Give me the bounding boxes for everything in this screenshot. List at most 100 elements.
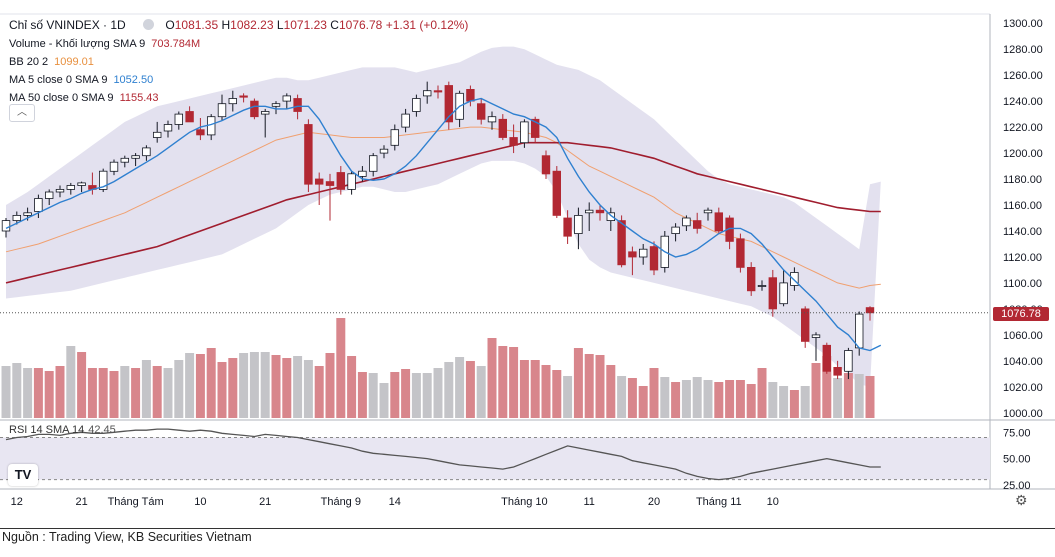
volume-bar — [584, 354, 594, 418]
candle-body — [152, 131, 162, 138]
close-value: 1076.78 — [338, 18, 383, 32]
candle-body — [347, 173, 356, 190]
legend-ma5[interactable]: MA 5 close 0 SMA 9 1052.50 — [9, 74, 153, 86]
volume-bar — [109, 371, 119, 418]
volume-bar — [455, 357, 465, 418]
volume-bar — [163, 368, 173, 418]
high-value: 1082.23 — [230, 18, 274, 32]
volume-bar — [509, 347, 519, 418]
candle-body — [757, 285, 767, 287]
volume-bar — [465, 361, 475, 418]
candle-body — [487, 116, 497, 123]
volume-bar — [141, 360, 151, 418]
legend-bb[interactable]: BB 20 2 1099.01 — [9, 56, 94, 68]
rsi-band-fill — [0, 437, 990, 480]
candle-body — [293, 98, 302, 112]
volume-bar — [379, 383, 389, 418]
volume-bar — [66, 346, 76, 418]
candle-body — [433, 90, 443, 93]
volume-bar — [55, 366, 65, 418]
candle-body — [520, 121, 529, 144]
volume-bar — [822, 356, 832, 418]
candle-body — [509, 137, 518, 146]
legend-rsi[interactable]: RSI 14 SMA 14 42.45 — [9, 424, 116, 436]
close-label: C — [330, 18, 339, 32]
chart-canvas[interactable]: 1000.001020.001040.001060.001080.001100.… — [0, 0, 1055, 530]
volume-bar — [649, 368, 659, 418]
tradingview-logo-icon[interactable]: TV — [8, 464, 38, 486]
candle-body — [444, 85, 453, 123]
volume-bar — [12, 363, 22, 418]
rsi-tick-label: 25.00 — [1003, 480, 1031, 492]
candle-body — [174, 113, 183, 125]
candle-body — [747, 266, 756, 292]
volume-bar — [217, 362, 227, 418]
volume-bar — [411, 373, 421, 418]
ma5-line — [5, 97, 882, 352]
candle-body — [196, 129, 205, 136]
time-tick-label: 14 — [389, 496, 401, 508]
volume-bar — [390, 372, 400, 418]
volume-bar — [487, 338, 497, 418]
volume-bar — [131, 368, 141, 418]
bollinger-band-fill — [6, 46, 881, 387]
price-tick-label: 1200.00 — [1003, 148, 1043, 160]
volume-bar — [314, 366, 324, 418]
candle-body — [768, 277, 777, 310]
time-tick-label: 11 — [583, 496, 594, 508]
candle-body — [131, 155, 140, 159]
volume-bar — [703, 380, 713, 418]
price-tick-label: 1040.00 — [1003, 356, 1043, 368]
candle-body — [1, 220, 11, 232]
legend-volume[interactable]: Volume - Khối lượng SMA 9 703.784M — [9, 38, 200, 50]
volume-bar — [1, 366, 11, 418]
legend-ma5-label: MA 5 close 0 SMA 9 — [9, 74, 108, 86]
price-tick-label: 1240.00 — [1003, 96, 1043, 108]
legend-ma5-value: 1052.50 — [113, 74, 154, 86]
time-tick-label: 10 — [194, 496, 206, 508]
volume-bar — [206, 348, 216, 418]
candle-body — [790, 272, 799, 286]
volume-bar — [854, 374, 864, 418]
candle-body — [649, 246, 659, 271]
volume-bar — [865, 376, 875, 418]
candle-body — [120, 157, 129, 163]
gear-icon[interactable]: ⚙ — [1015, 492, 1028, 508]
open-label: O — [165, 18, 175, 32]
volume-bar — [325, 353, 335, 418]
legend-rsi-label: RSI 14 SMA 14 — [9, 424, 85, 436]
legend-ma50-value: 1155.43 — [119, 92, 159, 104]
price-tick-label: 1140.00 — [1003, 226, 1042, 238]
volume-bar — [725, 380, 735, 418]
status-dot-icon — [143, 19, 155, 30]
volume-bar — [789, 390, 799, 418]
candle-body — [865, 307, 875, 314]
volume-bar — [627, 378, 637, 418]
candle-body — [531, 118, 540, 138]
candle-body — [66, 185, 75, 190]
volume-bar — [552, 370, 562, 418]
candle-body — [833, 366, 842, 376]
candle-body — [99, 170, 108, 190]
candle-body — [217, 103, 227, 118]
price-tick-label: 1120.00 — [1003, 252, 1042, 264]
footer-divider — [0, 528, 1055, 529]
time-tick-label: Tháng 9 — [321, 496, 361, 508]
candle-body — [379, 148, 389, 154]
volume-bar — [671, 382, 681, 418]
collapse-legend-button[interactable]: ︿ — [9, 104, 35, 122]
candle-body — [185, 111, 194, 123]
symbol-title[interactable]: Chỉ số VNINDEX · 1D — [9, 18, 126, 32]
volume-bar — [44, 371, 54, 418]
candle-body — [23, 212, 32, 216]
ma50-line — [5, 141, 881, 284]
candle-body — [77, 182, 86, 186]
legend-ma50[interactable]: MA 50 close 0 SMA 9 1155.43 — [9, 92, 159, 104]
volume-bar — [33, 368, 43, 418]
price-tick-label: 1280.00 — [1003, 44, 1043, 56]
candle-body — [693, 220, 702, 229]
price-tick-label: 1000.00 — [1003, 408, 1043, 420]
candle-body — [628, 251, 637, 258]
candle-body — [34, 198, 43, 212]
candle-body — [595, 209, 605, 214]
